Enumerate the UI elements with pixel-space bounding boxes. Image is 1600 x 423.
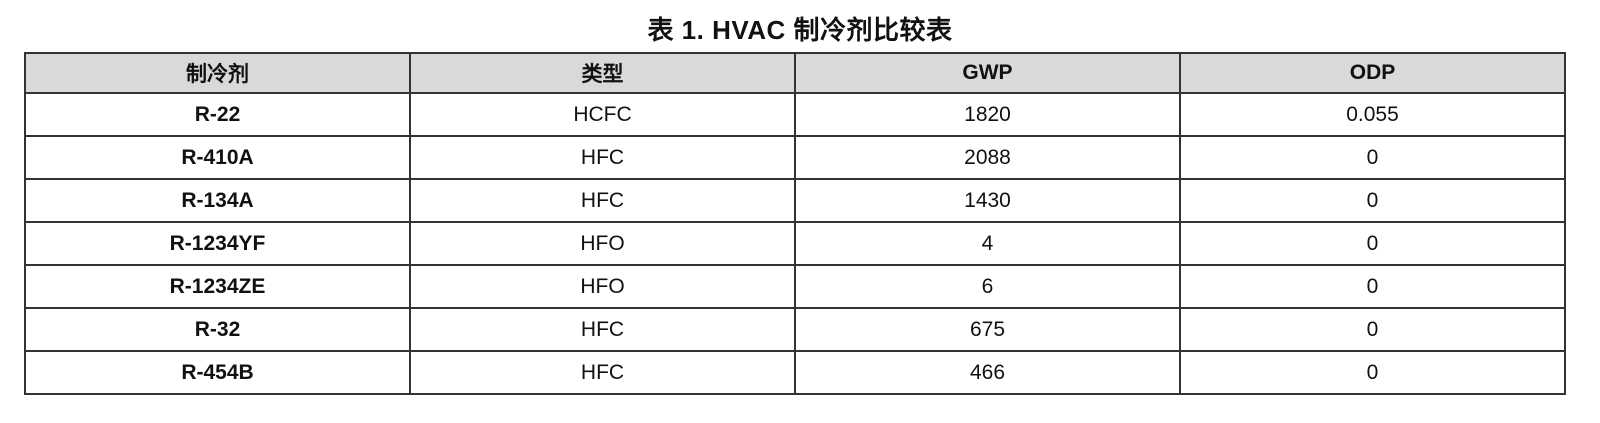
gwp-cell: 4 <box>794 221 1181 266</box>
refrigerant-cell: R-22 <box>24 92 411 137</box>
refrigerant-comparison-table: 制冷剂 类型 GWP ODP R-22 HCFC 1820 0.055 R-410A HF… <box>24 52 1566 395</box>
odp-cell: 0 <box>1179 135 1566 180</box>
gwp-cell: 675 <box>794 307 1181 352</box>
header-type: 类型 <box>409 52 796 94</box>
header-odp: ODP <box>1179 52 1566 94</box>
gwp-cell: 2088 <box>794 135 1181 180</box>
table-row: R-454B HFC 466 0 <box>24 350 1566 395</box>
type-cell: HCFC <box>409 92 796 137</box>
type-cell: HFC <box>409 135 796 180</box>
type-cell: HFC <box>409 307 796 352</box>
gwp-cell: 6 <box>794 264 1181 309</box>
gwp-cell: 1820 <box>794 92 1181 137</box>
odp-cell: 0 <box>1179 264 1566 309</box>
gwp-cell: 1430 <box>794 178 1181 223</box>
refrigerant-cell: R-1234ZE <box>24 264 411 309</box>
type-cell: HFO <box>409 264 796 309</box>
table-row: R-1234YF HFO 4 0 <box>24 221 1566 266</box>
type-cell: HFO <box>409 221 796 266</box>
refrigerant-cell: R-32 <box>24 307 411 352</box>
gwp-cell: 466 <box>794 350 1181 395</box>
type-cell: HFC <box>409 350 796 395</box>
table-row: R-134A HFC 1430 0 <box>24 178 1566 223</box>
table-row: R-410A HFC 2088 0 <box>24 135 1566 180</box>
refrigerant-cell: R-1234YF <box>24 221 411 266</box>
odp-cell: 0 <box>1179 178 1566 223</box>
table-title: 表 1. HVAC 制冷剂比较表 <box>647 15 953 45</box>
refrigerant-cell: R-454B <box>24 350 411 395</box>
table-row: R-22 HCFC 1820 0.055 <box>24 92 1566 137</box>
type-cell: HFC <box>409 178 796 223</box>
header-row: 制冷剂 类型 GWP ODP <box>24 52 1566 94</box>
odp-cell: 0 <box>1179 221 1566 266</box>
table-row: R-32 HFC 675 0 <box>24 307 1566 352</box>
table-row: R-1234ZE HFO 6 0 <box>24 264 1566 309</box>
header-gwp: GWP <box>794 52 1181 94</box>
odp-cell: 0 <box>1179 307 1566 352</box>
odp-cell: 0 <box>1179 350 1566 395</box>
refrigerant-cell: R-410A <box>24 135 411 180</box>
refrigerant-cell: R-134A <box>24 178 411 223</box>
odp-cell: 0.055 <box>1179 92 1566 137</box>
header-refrigerant: 制冷剂 <box>24 52 411 94</box>
